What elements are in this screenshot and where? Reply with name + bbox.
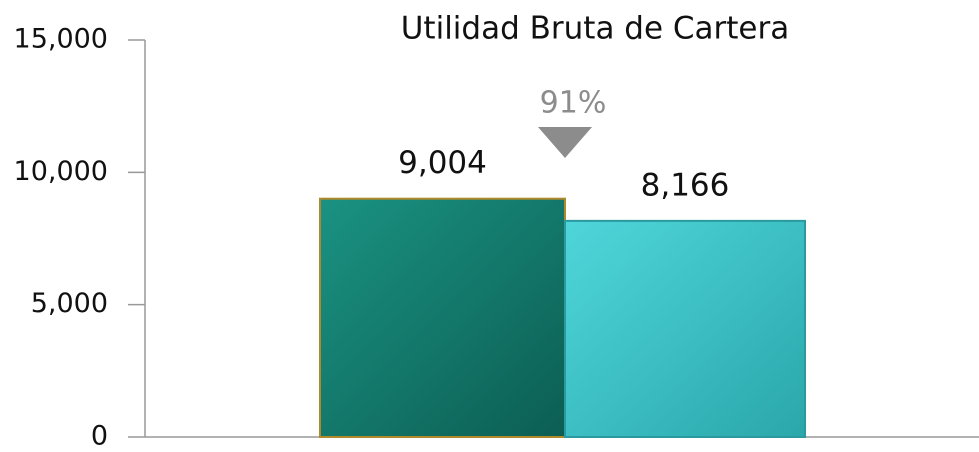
y-tick-label: 15,000 xyxy=(14,24,108,55)
y-tick-label: 0 xyxy=(91,421,108,452)
annotation-arrow xyxy=(538,127,592,158)
value-label: 8,166 xyxy=(641,167,730,203)
y-tick-label: 10,000 xyxy=(14,156,108,187)
annotation: 91% xyxy=(540,86,607,121)
chart-title: Utilidad Bruta de Cartera xyxy=(401,11,790,47)
bar xyxy=(564,219,806,438)
bar xyxy=(319,197,566,438)
value-label: 9,004 xyxy=(398,145,487,181)
y-tick-label: 5,000 xyxy=(31,288,108,319)
